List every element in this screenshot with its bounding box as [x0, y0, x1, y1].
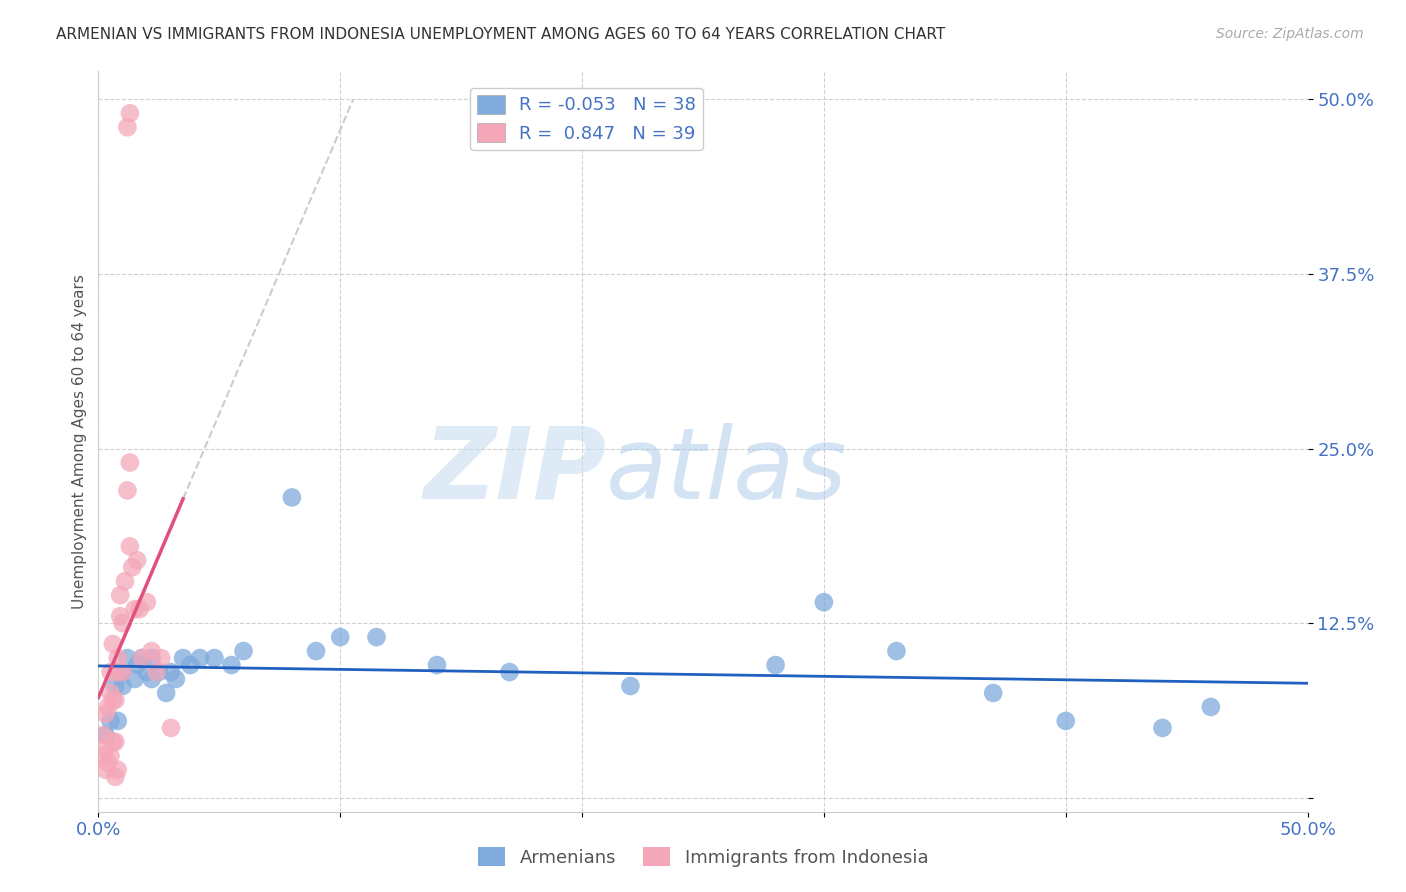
Point — [172, 651, 194, 665]
Point — [141, 644, 163, 658]
Point — [91, 748, 114, 763]
Point — [498, 665, 520, 679]
Point — [366, 630, 388, 644]
Point — [111, 665, 134, 679]
Point — [886, 644, 908, 658]
Point — [127, 658, 149, 673]
Text: ZIP: ZIP — [423, 423, 606, 520]
Point — [97, 756, 120, 770]
Point — [165, 672, 187, 686]
Point — [124, 602, 146, 616]
Point — [94, 728, 117, 742]
Point — [111, 616, 134, 631]
Point — [179, 658, 201, 673]
Legend: R = -0.053   N = 38, R =  0.847   N = 39: R = -0.053 N = 38, R = 0.847 N = 39 — [470, 87, 703, 150]
Point — [813, 595, 835, 609]
Point — [107, 763, 129, 777]
Point — [100, 686, 122, 700]
Point — [94, 763, 117, 777]
Point — [232, 644, 254, 658]
Point — [128, 602, 150, 616]
Point — [160, 665, 183, 679]
Point — [107, 651, 129, 665]
Point — [94, 706, 117, 721]
Point — [111, 665, 134, 679]
Point — [104, 735, 127, 749]
Point — [107, 714, 129, 728]
Point — [117, 120, 139, 135]
Point — [131, 651, 153, 665]
Point — [148, 665, 170, 679]
Point — [100, 665, 122, 679]
Point — [145, 665, 167, 679]
Point — [1152, 721, 1174, 735]
Point — [204, 651, 226, 665]
Point — [108, 588, 131, 602]
Point — [108, 609, 131, 624]
Point — [135, 665, 157, 679]
Point — [305, 644, 328, 658]
Point — [101, 637, 124, 651]
Point — [127, 553, 149, 567]
Point — [97, 700, 120, 714]
Point — [124, 672, 146, 686]
Point — [281, 491, 304, 505]
Point — [135, 595, 157, 609]
Point — [765, 658, 787, 673]
Y-axis label: Unemployment Among Ages 60 to 64 years: Unemployment Among Ages 60 to 64 years — [72, 274, 87, 609]
Point — [155, 686, 177, 700]
Point — [114, 574, 136, 589]
Point — [101, 693, 124, 707]
Point — [141, 651, 163, 665]
Point — [619, 679, 641, 693]
Text: ARMENIAN VS IMMIGRANTS FROM INDONESIA UNEMPLOYMENT AMONG AGES 60 TO 64 YEARS COR: ARMENIAN VS IMMIGRANTS FROM INDONESIA UN… — [56, 27, 945, 42]
Legend: Armenians, Immigrants from Indonesia: Armenians, Immigrants from Indonesia — [471, 840, 935, 874]
Point — [107, 665, 129, 679]
Point — [160, 721, 183, 735]
Text: atlas: atlas — [606, 423, 848, 520]
Point — [121, 560, 143, 574]
Point — [426, 658, 449, 673]
Point — [117, 651, 139, 665]
Text: Source: ZipAtlas.com: Source: ZipAtlas.com — [1216, 27, 1364, 41]
Point — [329, 630, 352, 644]
Point — [107, 665, 129, 679]
Point — [117, 483, 139, 498]
Point — [150, 651, 173, 665]
Point — [100, 748, 122, 763]
Point — [131, 651, 153, 665]
Point — [101, 735, 124, 749]
Point — [1054, 714, 1077, 728]
Point — [118, 539, 141, 553]
Point — [104, 770, 127, 784]
Point — [100, 714, 122, 728]
Point — [981, 686, 1004, 700]
Point — [111, 679, 134, 693]
Point — [91, 728, 114, 742]
Point — [104, 693, 127, 707]
Point — [118, 455, 141, 469]
Point — [104, 679, 127, 693]
Point — [94, 742, 117, 756]
Point — [118, 106, 141, 120]
Point — [141, 672, 163, 686]
Point — [188, 651, 211, 665]
Point — [221, 658, 243, 673]
Point — [1199, 700, 1222, 714]
